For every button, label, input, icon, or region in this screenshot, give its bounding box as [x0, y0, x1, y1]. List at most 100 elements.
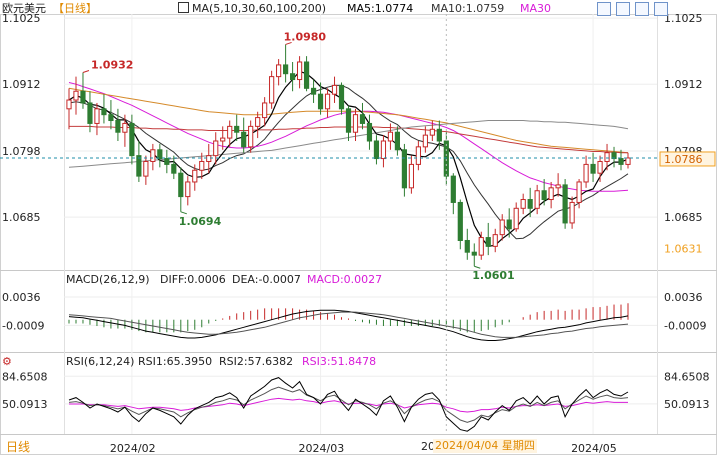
candle-up [220, 137, 226, 142]
candle-up [422, 134, 428, 148]
candle-down [241, 131, 247, 148]
candle-down [611, 152, 617, 160]
rsi-tick-label-left: 84.6508 [2, 370, 48, 383]
candle-up [352, 114, 359, 133]
extreme-marker [180, 211, 187, 215]
macd-diff-legend: DIFF:0.0006 [160, 273, 226, 286]
candle-down [87, 102, 93, 124]
toolbar-crosshair-icon[interactable] [597, 2, 611, 16]
ma30-legend: MA30 [520, 2, 552, 15]
candle-down [171, 163, 177, 174]
candle-down [485, 237, 491, 247]
candle-down [541, 190, 547, 201]
macd-value-legend: MACD:0.0027 [307, 273, 383, 286]
candle-down [394, 131, 401, 151]
candle-down [359, 114, 366, 124]
candle-down [129, 122, 135, 157]
extreme-annotation: 1.0601 [472, 269, 514, 282]
candle-up [415, 146, 421, 165]
candle-down [464, 239, 470, 253]
macd-tick-label-right: -0.0009 [664, 319, 706, 332]
candle-up [380, 140, 387, 160]
chart-frame [0, 14, 717, 455]
candle-up [499, 219, 505, 236]
current-price-tag: 1.0786 [664, 153, 703, 166]
candle-up [269, 76, 275, 104]
date-tick-label: 2024/02 [110, 442, 156, 455]
candle-up [520, 199, 526, 209]
candle-up [192, 169, 198, 183]
candle-up [324, 93, 331, 110]
candle-up [248, 125, 254, 148]
candle-down [283, 64, 289, 75]
candle-up [534, 190, 540, 209]
candle-down [234, 125, 240, 133]
rsi-settings-icon[interactable]: ⚙ [2, 355, 12, 368]
toolbar-minimize-icon[interactable] [654, 2, 668, 16]
candle-down [562, 184, 568, 224]
candle-down [450, 175, 456, 203]
current-price-tag-bg [659, 151, 716, 167]
candle-down [317, 93, 324, 110]
candle-up [296, 61, 303, 81]
symbol-title: 欧元美元 [2, 2, 46, 15]
date-tick-label: 2024/05 [571, 442, 617, 455]
ma5-legend: MA5:1.0774 [347, 2, 414, 15]
candle-up [94, 108, 100, 124]
candle-down [436, 128, 442, 142]
candle-down [366, 122, 373, 142]
rsi-tick-label-right: 84.6508 [664, 370, 710, 383]
macd-dea-legend: DEA:-0.0007 [232, 273, 301, 286]
date-tick-label: 2024/03 [299, 442, 345, 455]
ma10-legend: MA10:1.0759 [431, 2, 505, 15]
candle-up [331, 84, 338, 95]
candle-down [178, 172, 184, 198]
candle-down [373, 140, 380, 160]
candle-up [478, 237, 484, 256]
candle-down [303, 61, 310, 89]
candle-up [73, 90, 79, 101]
ma-checkbox[interactable] [178, 2, 189, 13]
rsi-tick-label-left: 50.0913 [2, 398, 48, 411]
ma-line-ma10 [68, 84, 629, 240]
candle-up [387, 131, 394, 142]
rsi-tick-label-right: 50.0913 [664, 398, 710, 411]
candle-up [227, 125, 233, 139]
period-label[interactable]: 【日线】 [53, 2, 97, 15]
candle-up [569, 201, 575, 224]
candle-up [276, 64, 282, 78]
candle-down [618, 158, 624, 165]
extreme-annotation: 1.0694 [179, 215, 222, 228]
candle-up [492, 234, 498, 247]
candle-down [164, 158, 170, 165]
candle-down [506, 219, 512, 230]
period-tag[interactable]: 日线 [6, 440, 31, 454]
candle-down [136, 155, 142, 177]
ma-group-label[interactable]: MA(5,10,30,60,100,200) [192, 2, 327, 15]
extreme-marker [474, 265, 481, 269]
candle-up [597, 160, 603, 174]
candle-up [429, 128, 435, 136]
candle-up [199, 160, 205, 171]
candle-up [576, 181, 582, 203]
candle-up [206, 155, 212, 162]
toolbar-zoom-icon[interactable] [635, 2, 649, 16]
macd-dea-line [68, 311, 629, 338]
macd-title: MACD(26,12,9) [66, 273, 150, 286]
candle-up [548, 187, 554, 201]
candle-down [345, 108, 352, 133]
macd-tick-label-left: 0.0036 [2, 291, 41, 304]
candle-up [150, 149, 156, 162]
candle-up [213, 140, 219, 157]
candle-down [157, 149, 163, 160]
candle-up [625, 157, 631, 165]
rsi2-legend: RSI2:57.6382 [219, 355, 294, 368]
candle-down [101, 108, 107, 116]
macd-diff-line [68, 309, 629, 341]
candle-down [338, 84, 345, 110]
toolbar-grid-icon[interactable] [616, 2, 630, 16]
candle-up [185, 181, 191, 198]
rsi1-legend: RSI1:65.3950 [138, 355, 213, 368]
